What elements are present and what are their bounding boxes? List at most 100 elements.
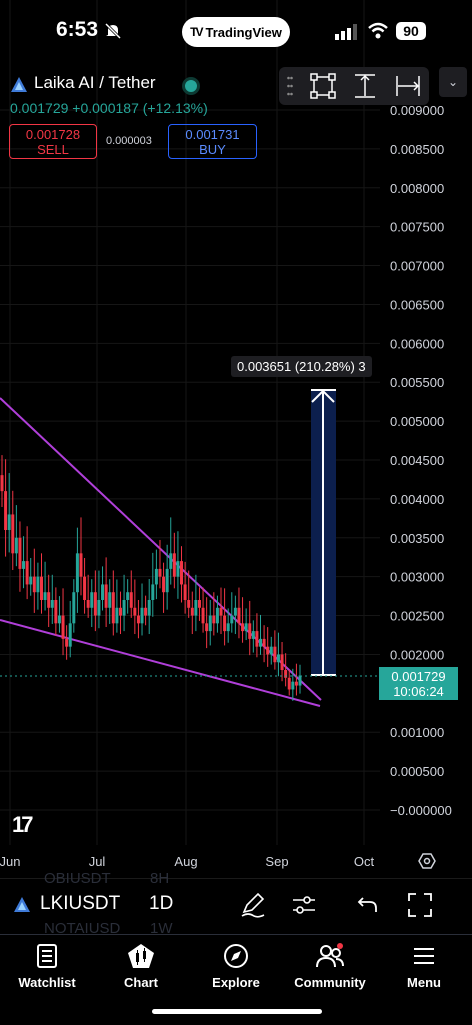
candle-body (101, 584, 104, 600)
candle-body (26, 561, 29, 584)
watchlist-icon (36, 943, 58, 969)
tradingview-pill[interactable]: TVTradingView (182, 17, 290, 47)
y-tick-label: 0.001000 (390, 725, 444, 740)
candle-body (169, 553, 172, 569)
nav-community[interactable]: Community (285, 943, 375, 990)
nav-chart[interactable]: Chart (96, 943, 186, 990)
candle-body (29, 577, 32, 585)
lower-trendline (0, 620, 320, 706)
date-range-icon[interactable] (395, 73, 421, 99)
cell-signal-icon (335, 24, 359, 40)
candle-body (137, 616, 140, 624)
candle-body (194, 600, 197, 616)
candle-body (126, 592, 129, 600)
candle-body (263, 639, 266, 647)
candle-body (266, 647, 269, 655)
background-watchlist-item: OBIUSDT (44, 870, 111, 887)
battery-indicator: 90 (396, 22, 426, 40)
candle-body (97, 600, 100, 616)
y-tick-label: 0.009000 (390, 103, 444, 118)
candle-body (76, 553, 79, 592)
chart-settings-icon[interactable] (418, 852, 436, 870)
sell-button[interactable]: 0.001728SELL (9, 124, 97, 159)
buy-label: BUY (169, 142, 256, 157)
y-tick-label: 0.002500 (390, 609, 444, 624)
y-tick-label: 0.003000 (390, 570, 444, 585)
y-tick-label: 0.004000 (390, 492, 444, 507)
nav-label: Community (294, 975, 366, 990)
candle-body (187, 600, 190, 608)
symbol-title[interactable]: Laika AI / Tether (34, 73, 156, 93)
candle-body (115, 608, 118, 624)
x-tick-label: Aug (174, 854, 197, 869)
candle-body (295, 682, 298, 686)
price-axis: 0.0090000.0085000.0080000.0075000.007000… (390, 103, 452, 818)
candle-body (133, 608, 136, 616)
home-indicator (152, 1009, 322, 1014)
candle-body (108, 592, 111, 608)
candle-body (223, 616, 226, 632)
candle-body (227, 623, 230, 631)
x-tick-label: Jun (0, 854, 20, 869)
price-range-measure (311, 390, 336, 675)
indicators-icon[interactable] (291, 892, 317, 918)
price-summary: 0.001729 +0.000187 (+12.13%) (10, 100, 208, 116)
buy-button[interactable]: 0.001731BUY (168, 124, 257, 159)
nav-menu[interactable]: Menu (379, 943, 469, 990)
undo-icon[interactable] (354, 892, 380, 918)
candle-body (205, 623, 208, 631)
candle-body (288, 678, 291, 690)
candle-body (112, 592, 115, 623)
price-range-icon[interactable] (352, 73, 378, 99)
candle-body (11, 514, 14, 553)
menu-icon (412, 943, 436, 969)
candle-body (33, 577, 36, 593)
nav-explore[interactable]: Explore (191, 943, 281, 990)
spread-value: 0.000003 (106, 135, 152, 147)
last-price: 0.001729 (10, 100, 68, 116)
drawing-toolbar (279, 67, 429, 105)
sell-price: 0.001728 (10, 127, 96, 142)
candle-body (158, 569, 161, 577)
bar-countdown: 10:06:24 (379, 684, 458, 699)
price-change: +0.000187 (72, 100, 139, 116)
interval-selector[interactable]: 1D (149, 893, 173, 915)
candle-body (212, 616, 215, 624)
candle-body (65, 639, 68, 647)
market-open-indicator (182, 77, 200, 95)
nav-watchlist[interactable]: Watchlist (2, 943, 92, 990)
candle-body (162, 577, 165, 593)
candle-body (36, 577, 39, 593)
x-tick-label: Oct (354, 854, 375, 869)
candle-body (123, 600, 126, 616)
candle-body (22, 561, 25, 569)
symbol-selector[interactable]: LKIUSDT (40, 893, 120, 915)
candle-body (8, 514, 11, 530)
candle-body (51, 600, 54, 608)
candle-body (148, 600, 151, 616)
candle-body (62, 616, 65, 639)
select-rectangle-icon[interactable] (310, 73, 336, 99)
y-tick-label: 0.005500 (390, 375, 444, 390)
explore-icon (223, 943, 249, 969)
drag-handle-icon[interactable] (287, 75, 293, 97)
pen-icon[interactable] (240, 892, 266, 918)
price-change-percent: (+12.13%) (143, 100, 208, 116)
candle-body (94, 592, 97, 615)
y-tick-label: 0.008000 (390, 181, 444, 196)
y-tick-label: 0.008500 (390, 142, 444, 157)
toolbar-expand-chevron-icon[interactable]: ⌄ (439, 67, 467, 97)
y-tick-label: 0.007500 (390, 220, 444, 235)
candle-body (47, 592, 50, 608)
candles (1, 455, 302, 701)
laika-logo-icon (10, 76, 28, 94)
nav-label: Chart (124, 975, 158, 990)
candle-body (202, 608, 205, 624)
candle-body (72, 592, 75, 623)
candle-body (151, 584, 154, 600)
candle-body (4, 491, 7, 530)
nav-label: Watchlist (18, 975, 75, 990)
candle-body (141, 608, 144, 624)
candle-body (15, 538, 18, 554)
fullscreen-icon[interactable] (407, 892, 433, 918)
